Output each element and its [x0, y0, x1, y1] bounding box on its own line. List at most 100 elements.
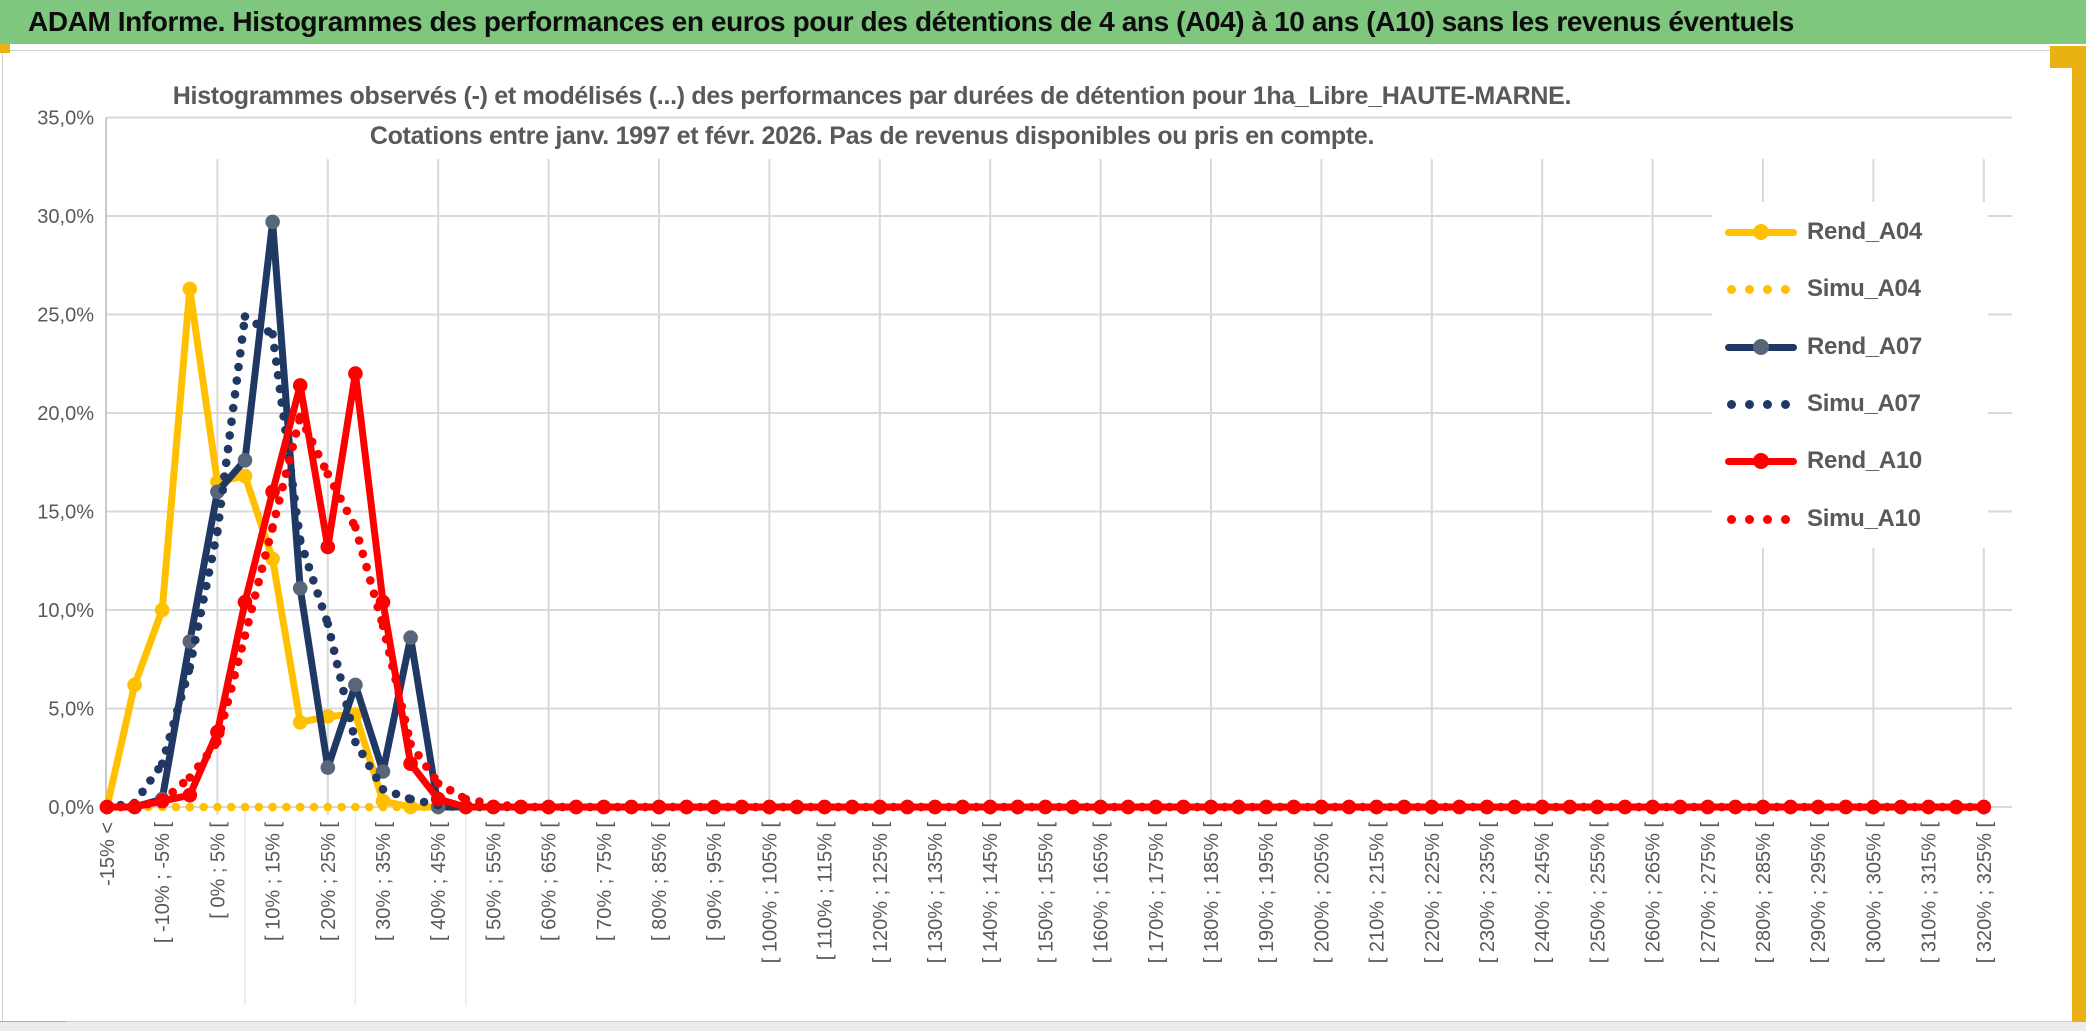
dot [277, 398, 287, 407]
dot [196, 608, 206, 618]
dot [358, 749, 367, 759]
chart-title-line-2: Cotations entre janv. 1997 et févr. 2026… [369, 122, 1375, 150]
dot [571, 802, 581, 812]
dot [244, 617, 253, 627]
dot [1386, 802, 1395, 812]
dot [204, 568, 214, 577]
bottom-strip [0, 1022, 2086, 1031]
dot [290, 494, 299, 503]
series-Rend_A10 [99, 366, 1992, 815]
dot [861, 802, 871, 812]
dot [304, 562, 314, 572]
dot [173, 706, 182, 715]
dot [281, 469, 291, 479]
dot [391, 789, 401, 799]
dot [1855, 802, 1864, 812]
dot [348, 727, 358, 736]
y-axis-label: 5,0% [48, 699, 94, 721]
dot [985, 802, 995, 812]
dot [1510, 802, 1519, 812]
dot [958, 802, 967, 812]
dot [295, 412, 305, 422]
dot [1096, 802, 1105, 812]
dot [544, 802, 553, 812]
x-axis-label: [ 20% ; 25% [ [318, 822, 340, 941]
x-axis-label: [ 310% ; 315% [ [1919, 822, 1941, 964]
x-axis-label: [ 230% ; 235% [ [1477, 822, 1499, 964]
dot [1482, 802, 1492, 812]
dot [309, 576, 318, 585]
dot [300, 549, 309, 559]
dot [1496, 802, 1506, 812]
x-axis-label: [ 270% ; 275% [ [1698, 822, 1720, 964]
dot [146, 776, 155, 785]
dot [820, 802, 829, 812]
dot [419, 797, 429, 807]
dot [214, 513, 224, 522]
dot [225, 431, 234, 440]
dot [227, 417, 236, 427]
series-Simu_A07 [102, 312, 1989, 812]
series-Rend_A04 [99, 281, 1992, 815]
y-axis-label: 20,0% [37, 403, 94, 425]
dot [220, 711, 229, 720]
dot [1110, 802, 1119, 812]
dot [202, 751, 212, 760]
x-axis-label: [ 40% ; 45% [ [428, 822, 450, 941]
dot [502, 801, 512, 810]
legend-dotted-sample [1725, 504, 1797, 534]
dot [585, 802, 595, 812]
dot [1951, 802, 1961, 812]
y-axis-label: 10,0% [37, 600, 94, 622]
dot [1027, 802, 1036, 812]
dot [1758, 802, 1768, 812]
dot [489, 799, 498, 809]
legend-item-rend_a04: Rend_A04 [1725, 217, 1922, 247]
dot [180, 679, 190, 689]
marker [320, 709, 336, 724]
y-axis-label: 30,0% [37, 206, 94, 228]
dot [354, 536, 364, 545]
dot [233, 657, 243, 667]
marker [265, 214, 280, 230]
dot [169, 719, 178, 729]
dot [530, 802, 540, 812]
dot [236, 349, 245, 358]
dot [237, 335, 247, 344]
dot [1648, 802, 1657, 812]
dot [1800, 802, 1809, 812]
dot [275, 496, 284, 505]
dot [1441, 802, 1450, 812]
x-axis-label: [ 160% ; 165% [ [1091, 822, 1113, 964]
x-axis-label: [ 30% ; 35% [ [373, 822, 395, 941]
legend-item-simu_a04: Simu_A04 [1725, 274, 1921, 304]
dot [1827, 802, 1837, 812]
marker [292, 581, 308, 596]
legend-dotted-sample [1725, 389, 1797, 419]
x-axis-label: [ 190% ; 195% [ [1256, 822, 1278, 964]
dot [185, 773, 195, 782]
dot [366, 576, 375, 585]
y-axis-label: 0,0% [48, 797, 94, 819]
dot [234, 362, 243, 372]
dot [218, 485, 227, 495]
dot [351, 802, 360, 812]
series-Simu_A10 [102, 412, 1989, 812]
dot [1606, 802, 1616, 812]
dot [599, 802, 609, 812]
dot [319, 462, 329, 471]
dot [1206, 802, 1216, 812]
dot [1910, 802, 1920, 812]
marker [154, 602, 170, 618]
dot [1275, 802, 1285, 812]
dot [176, 693, 186, 702]
dot [1123, 802, 1133, 812]
dot [339, 686, 348, 696]
dot [271, 509, 281, 519]
dot [342, 700, 351, 709]
gold-border-right [2072, 46, 2086, 1031]
dot [351, 737, 360, 747]
dot [1413, 802, 1423, 812]
dot [372, 773, 381, 782]
